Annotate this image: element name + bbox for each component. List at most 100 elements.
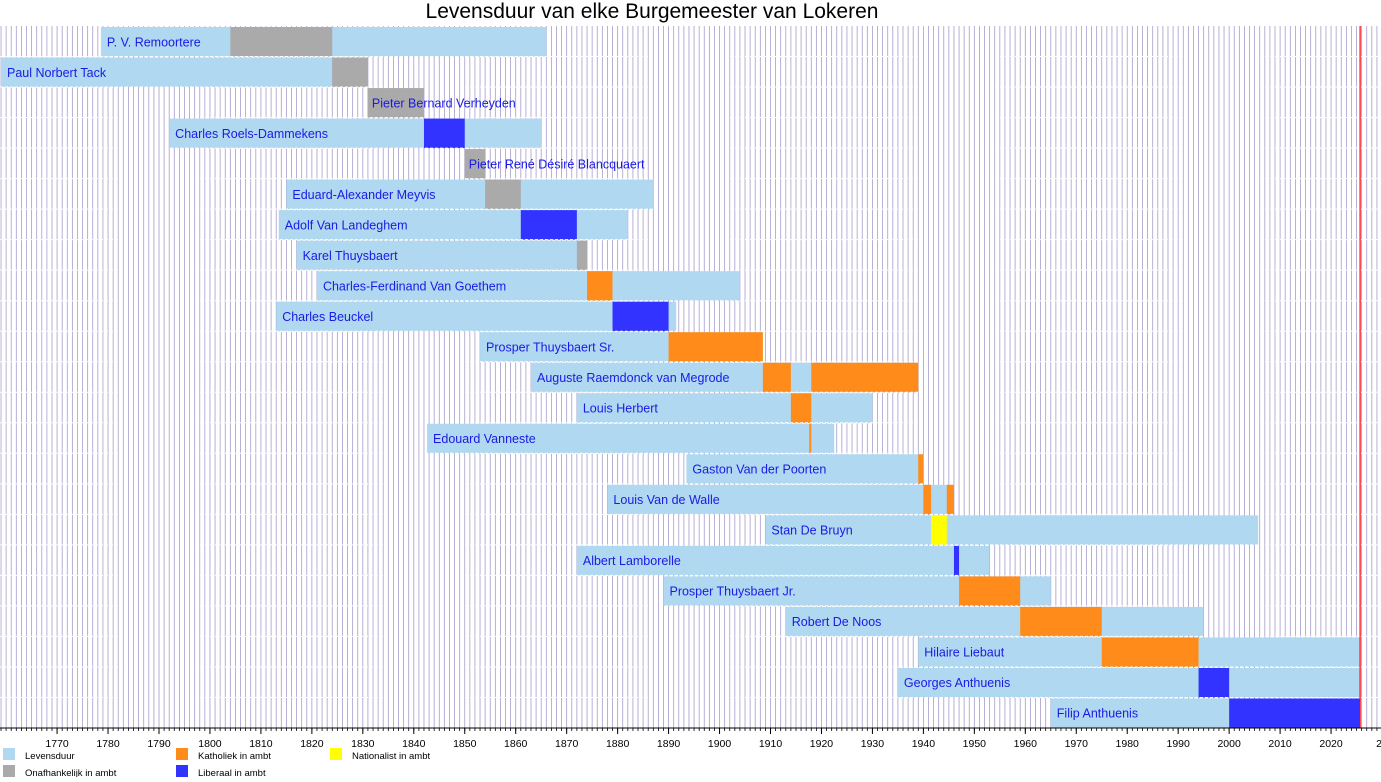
term-bar-katholiek: [1101, 637, 1199, 667]
mayor-label: Paul Norbert Tack: [7, 66, 107, 80]
tick-label: 1900: [708, 738, 732, 750]
tick-label: 20: [1376, 738, 1381, 750]
tick-label: 1880: [606, 738, 630, 750]
term-bar-katholiek: [587, 271, 613, 301]
mayor-row: Prosper Thuysbaert Jr.: [0, 576, 1381, 607]
mayor-row: P. V. Remoortere: [0, 27, 1381, 58]
term-bar-katholiek: [790, 393, 812, 423]
legend-swatch-nationalist: [330, 748, 342, 760]
term-bar-onafhankelijk: [485, 179, 521, 210]
mayor-row: Albert Lamborelle: [0, 545, 1381, 576]
mayor-row: Hilaire Liebaut: [0, 637, 1381, 668]
mayor-label: Karel Thuysbaert: [303, 249, 398, 263]
legend-swatch-life: [3, 748, 15, 760]
mayor-label: Charles Beuckel: [282, 310, 373, 324]
legend-label: Nationalist in ambt: [352, 751, 431, 762]
tick-label: 1960: [1014, 738, 1038, 750]
mayor-row: Adolf Van Landeghem: [0, 210, 1381, 241]
mayor-row: Eduard-Alexander Meyvis: [0, 179, 1381, 210]
term-bar-liberaal: [953, 545, 960, 576]
mayor-label: Prosper Thuysbaert Jr.: [669, 585, 795, 599]
mayor-label: Eduard-Alexander Meyvis: [292, 188, 435, 202]
mayor-row: Charles-Ferdinand Van Goethem: [0, 271, 1381, 302]
lifespan-bar: [686, 454, 924, 484]
term-bar-nationalist: [931, 515, 947, 545]
mayor-row: Georges Anthuenis: [0, 667, 1381, 698]
tick-label: 1930: [861, 738, 885, 750]
mayor-row: Karel Thuysbaert: [0, 240, 1381, 271]
tick-label: 1800: [198, 738, 222, 750]
legend-swatch-katholiek: [176, 748, 188, 760]
legend-label: Katholiek in ambt: [198, 751, 271, 762]
tick-label: 1860: [504, 738, 528, 750]
tick-label: 1790: [147, 738, 171, 750]
mayor-row: Stan De Bruyn: [0, 515, 1381, 546]
term-bar-liberaal: [1229, 698, 1361, 728]
mayor-label: P. V. Remoortere: [107, 35, 201, 49]
legend-swatch-liberaal: [176, 765, 188, 777]
tick-label: 1940: [912, 738, 936, 750]
mayor-label: Louis Herbert: [583, 402, 659, 416]
chart-title: Levensduur van elke Burgemeester van Lok…: [426, 0, 879, 23]
mayor-label: Stan De Bruyn: [771, 524, 852, 538]
mayor-label: Prosper Thuysbaert Sr.: [486, 340, 614, 354]
mayor-row: Pieter Bernard Verheyden: [0, 88, 1381, 119]
tick-label: 1820: [300, 738, 324, 750]
tick-label: 1810: [249, 738, 273, 750]
lifespan-bar: [576, 545, 990, 576]
term-bar-liberaal: [423, 118, 465, 149]
tick-label: 1910: [759, 738, 783, 750]
mayor-row: Auguste Raemdonck van Megrode: [0, 362, 1381, 393]
mayor-row: Robert De Noos: [0, 606, 1381, 637]
tick-label: 2000: [1217, 738, 1241, 750]
mayor-row: Charles Roels-Dammekens: [0, 118, 1381, 149]
term-bar-liberaal: [612, 301, 669, 332]
mayor-row: Paul Norbert Tack: [0, 57, 1381, 88]
mayor-label: Gaston Van der Poorten: [692, 463, 826, 477]
term-bar-katholiek: [809, 423, 812, 454]
term-bar-katholiek: [1020, 606, 1102, 637]
mayor-label: Filip Anthuenis: [1057, 707, 1138, 721]
legend-swatch-onafhankelijk: [3, 765, 15, 777]
mayor-label: Georges Anthuenis: [904, 676, 1010, 690]
tick-label: 1770: [45, 738, 69, 750]
tick-label: 1850: [453, 738, 477, 750]
term-bar-katholiek: [918, 454, 924, 484]
mayor-row: Filip Anthuenis: [0, 698, 1381, 729]
lifespan-bar: [286, 179, 654, 210]
lifespan-bar: [296, 240, 588, 271]
mayor-row: Pieter René Désiré Blancquaert: [0, 149, 1381, 180]
tick-label: 1890: [657, 738, 681, 750]
mayor-label: Edouard Vanneste: [433, 432, 536, 446]
legend-label: Onafhankelijk in ambt: [25, 768, 117, 777]
mayor-row: Louis Van de Walle: [0, 484, 1381, 515]
lifespan-bar: [427, 423, 835, 454]
term-bar-katholiek: [811, 362, 919, 393]
tick-label: 1950: [963, 738, 987, 750]
tick-label: 1830: [351, 738, 375, 750]
lifespan-bar: [169, 118, 542, 149]
tick-label: 1920: [810, 738, 834, 750]
tick-label: 1970: [1065, 738, 1089, 750]
lifespan-bar: [785, 606, 1204, 637]
term-bar-onafhankelijk: [230, 27, 333, 57]
lifespan-bar: [316, 271, 740, 301]
tick-label: 1780: [96, 738, 120, 750]
mayor-row: Louis Herbert: [0, 393, 1381, 424]
legend-label: Liberaal in ambt: [198, 768, 266, 777]
mayor-label: Pieter Bernard Verheyden: [372, 96, 516, 110]
lifespan-bar: [765, 515, 1259, 545]
mayor-label: Adolf Van Landeghem: [285, 218, 408, 232]
mayor-label: Pieter René Désiré Blancquaert: [469, 157, 645, 171]
term-bar-katholiek: [946, 484, 954, 515]
mayor-row: Charles Beuckel: [0, 301, 1381, 332]
mayor-label: Hilaire Liebaut: [924, 646, 1004, 660]
tick-label: 1840: [402, 738, 426, 750]
mayor-label: Robert De Noos: [792, 615, 882, 629]
term-bar-onafhankelijk: [367, 88, 424, 118]
mayor-row: Prosper Thuysbaert Sr.: [0, 332, 1381, 363]
term-bar-onafhankelijk: [576, 240, 588, 271]
term-bar-onafhankelijk: [332, 57, 368, 88]
term-bar-liberaal: [520, 210, 577, 240]
